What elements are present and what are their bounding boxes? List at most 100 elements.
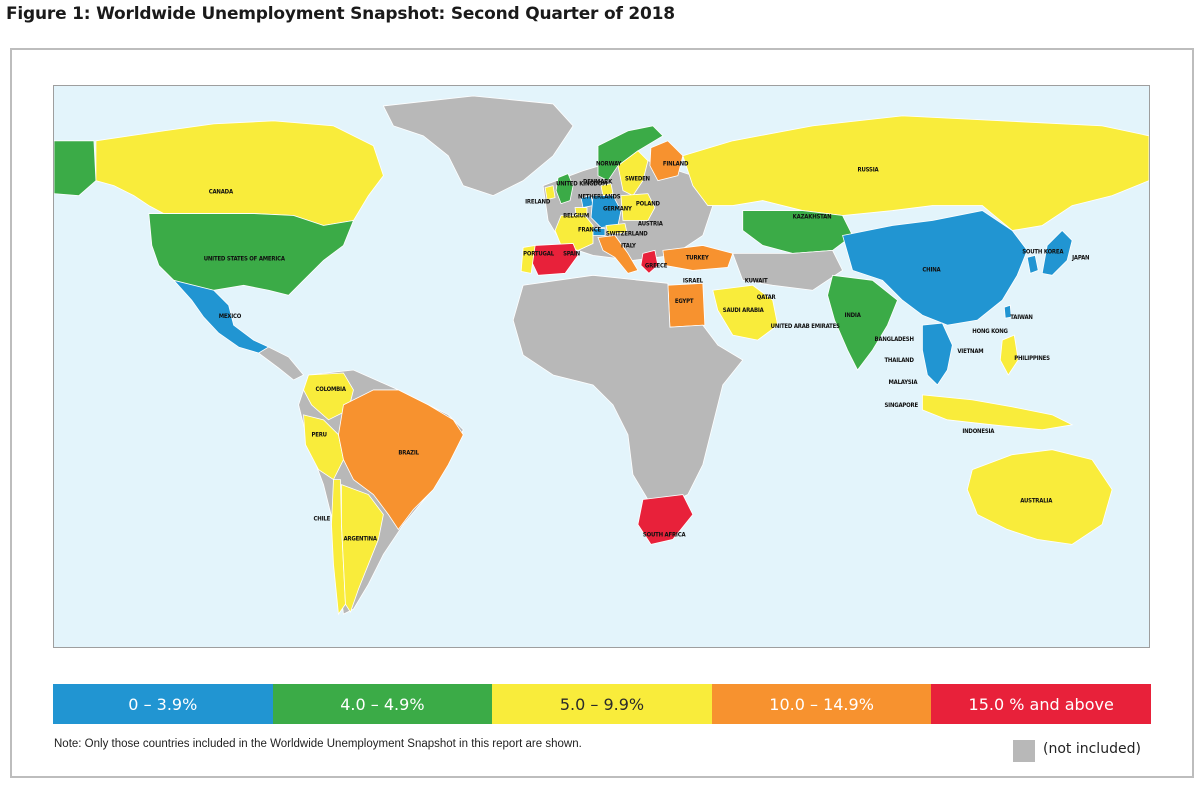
- country-label: CANADA: [209, 189, 234, 196]
- country-label: IRELAND: [525, 199, 551, 206]
- france-shape: [554, 215, 594, 251]
- country-label: KUWAIT: [745, 277, 768, 284]
- country-label: RUSSIA: [858, 167, 880, 174]
- legend-item-4: 15.0 % and above: [931, 684, 1151, 724]
- country-label: GREECE: [645, 262, 668, 269]
- country-label: FRANCE: [578, 226, 601, 233]
- austria-shape: [605, 223, 628, 235]
- colombia-shape: [303, 372, 354, 421]
- belgium-shape: [574, 207, 588, 216]
- color-legend: 0 – 3.9% 4.0 – 4.9% 5.0 – 9.9% 10.0 – 14…: [53, 684, 1151, 724]
- legend-item-0: 0 – 3.9%: [53, 684, 273, 724]
- country-label: BRAZIL: [398, 450, 419, 457]
- country-label: BANGLADESH: [875, 336, 914, 343]
- legend-item-3: 10.0 – 14.9%: [711, 684, 932, 724]
- country-label: FINLAND: [663, 161, 689, 168]
- country-label: COLOMBIA: [316, 386, 347, 393]
- saudi-arabia-shape: [712, 284, 779, 341]
- india-shape: [827, 274, 898, 371]
- philippines-shape: [999, 334, 1019, 376]
- country-label: SINGAPORE: [884, 402, 918, 409]
- denmark-shape: [600, 183, 614, 197]
- country-label: PERU: [312, 432, 327, 439]
- australia-shape: [966, 449, 1113, 545]
- central-america-region: [257, 346, 305, 381]
- country-label: SPAIN: [563, 250, 580, 257]
- canada-shape: [95, 120, 384, 226]
- finland-shape: [649, 140, 684, 182]
- uk-shape: [555, 173, 574, 205]
- not-included-swatch: [1013, 740, 1035, 762]
- spain-shape: [530, 243, 579, 276]
- greece-shape: [640, 249, 659, 274]
- country-label: NETHERLANDS: [578, 194, 621, 201]
- russia-shape: [682, 115, 1149, 231]
- sweden-shape: [617, 150, 649, 197]
- china-shape: [842, 210, 1028, 326]
- country-label: BELGIUM: [563, 213, 589, 220]
- country-label: SOUTH AFRICA: [643, 531, 687, 538]
- africa-region: [512, 274, 744, 505]
- country-label: QATAR: [757, 294, 777, 301]
- country-label: MEXICO: [219, 313, 242, 320]
- portugal-shape: [520, 244, 536, 274]
- taiwan-shape: [1003, 304, 1012, 319]
- country-label: VIETNAM: [957, 348, 983, 355]
- country-label: UNITED ARAB EMIRATES: [771, 323, 840, 330]
- alaska-region: [54, 140, 97, 197]
- central-asia-region: [732, 249, 844, 291]
- country-labels: CANADA UNITED STATES OF AMERICA MEXICO C…: [204, 161, 1090, 543]
- peru-shape: [303, 414, 344, 481]
- poland-shape: [620, 193, 656, 221]
- southeast-asia-region: [922, 322, 953, 386]
- world-map-svg: CANADA UNITED STATES OF AMERICA MEXICO C…: [54, 95, 1149, 616]
- country-label: TAIWAN: [1010, 314, 1032, 321]
- country-label: PORTUGAL: [523, 250, 555, 257]
- not-included-label: (not included): [1043, 741, 1141, 757]
- japan-shape: [1041, 229, 1073, 276]
- country-label: CHINA: [922, 266, 941, 273]
- country-label: GERMANY: [603, 206, 632, 213]
- country-label: AUSTRIA: [638, 221, 664, 228]
- greenland-region: [382, 95, 574, 197]
- footnote: Note: Only those countries included in t…: [54, 738, 582, 750]
- ireland-shape: [544, 185, 556, 201]
- country-label: SWITZERLAND: [606, 230, 648, 237]
- country-label: NORWAY: [596, 161, 621, 168]
- italy-shape: [597, 235, 639, 274]
- country-label: PHILIPPINES: [1014, 355, 1050, 362]
- world-map: CANADA UNITED STATES OF AMERICA MEXICO C…: [53, 85, 1150, 648]
- country-label: ARGENTINA: [343, 535, 377, 542]
- country-label: EGYPT: [675, 298, 694, 305]
- country-label: ISRAEL: [683, 277, 704, 284]
- country-label: TURKEY: [686, 254, 709, 261]
- country-label: POLAND: [636, 201, 661, 208]
- country-label: DENMARK: [583, 179, 613, 186]
- country-label: KAZAKHSTAN: [793, 214, 832, 221]
- country-label: SAUDI ARABIA: [723, 307, 765, 314]
- country-label: HONG KONG: [972, 328, 1008, 335]
- country-label: ITALY: [621, 242, 636, 249]
- country-label: SOUTH KOREA: [1022, 248, 1064, 255]
- usa-shape: [148, 213, 355, 296]
- country-label: THAILAND: [884, 357, 914, 364]
- country-label: SWEDEN: [625, 176, 650, 183]
- legend-item-1: 4.0 – 4.9%: [272, 684, 493, 724]
- brazil-shape: [338, 389, 464, 531]
- south-africa-shape: [637, 494, 694, 545]
- turkey-shape: [662, 245, 734, 271]
- country-label: UNITED STATES OF AMERICA: [204, 255, 286, 262]
- figure-title: Figure 1: Worldwide Unemployment Snapsho…: [6, 4, 675, 24]
- argentina-shape: [341, 484, 384, 614]
- country-label: MALAYSIA: [888, 379, 918, 386]
- country-label: INDONESIA: [962, 428, 995, 435]
- legend-item-2: 5.0 – 9.9%: [492, 684, 712, 724]
- country-label: CHILE: [314, 515, 331, 522]
- country-label: INDIA: [845, 312, 862, 319]
- switzerland-shape: [592, 228, 606, 236]
- indonesia-shape: [922, 394, 1074, 431]
- country-label: AUSTRALIA: [1020, 498, 1053, 505]
- country-label: UNITED KINGDOM: [556, 181, 607, 188]
- country-label: JAPAN: [1071, 254, 1089, 261]
- south-korea-shape: [1026, 254, 1039, 274]
